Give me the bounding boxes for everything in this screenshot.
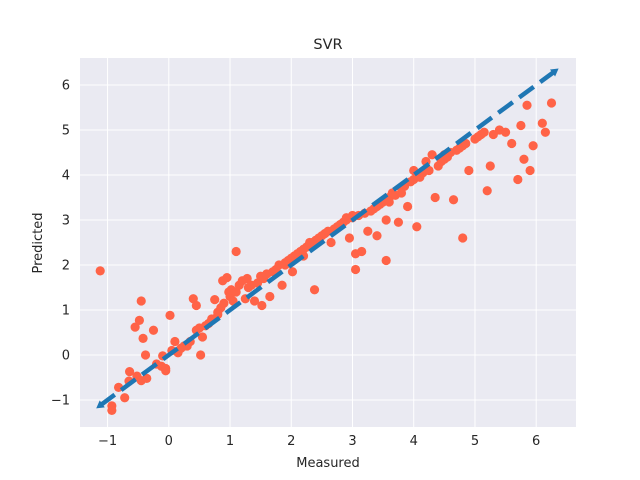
data-point (458, 233, 468, 243)
y-ticks: −1 0 1 2 3 4 5 6 (51, 79, 70, 409)
data-point (142, 373, 152, 383)
x-ticks: −1 0 1 2 3 4 5 6 (98, 434, 540, 449)
data-point (485, 161, 495, 171)
data-point (403, 201, 413, 212)
data-point (519, 154, 529, 164)
chart-title: SVR (313, 37, 342, 53)
x-tick-label: 1 (226, 434, 234, 449)
data-point (95, 266, 105, 276)
data-point (161, 363, 171, 374)
y-tick-label: 4 (62, 169, 70, 184)
data-point (396, 188, 407, 198)
data-point (381, 255, 391, 266)
data-point (125, 367, 135, 377)
data-point (277, 280, 287, 290)
data-point (482, 186, 492, 196)
data-point (357, 246, 367, 257)
x-tick-label: 0 (165, 434, 173, 449)
data-point (528, 141, 538, 151)
data-point (540, 127, 550, 137)
data-point (287, 267, 298, 277)
data-point (136, 296, 146, 306)
data-point (448, 195, 459, 205)
data-point (148, 325, 159, 335)
data-point (522, 100, 532, 110)
data-point (516, 120, 526, 131)
data-point (384, 197, 394, 207)
data-point (430, 192, 440, 203)
data-point (170, 336, 180, 347)
x-tick-label: 6 (532, 434, 540, 449)
data-point (280, 260, 290, 270)
data-point (513, 174, 523, 185)
data-point (479, 127, 489, 137)
y-tick-label: 3 (62, 214, 70, 229)
data-point (249, 296, 260, 306)
y-tick-label: 5 (62, 124, 70, 139)
y-tick-label: 6 (62, 79, 70, 94)
data-point (242, 273, 252, 284)
data-point (341, 213, 351, 223)
data-point (107, 405, 117, 415)
data-point (219, 298, 229, 308)
grid (80, 58, 576, 427)
data-point (138, 333, 148, 343)
data-point (537, 118, 547, 128)
data-point (546, 98, 557, 108)
data-point (381, 215, 391, 225)
reference-lines (96, 68, 559, 409)
x-tick-label: 2 (287, 434, 295, 449)
y-tick-label: 1 (62, 304, 70, 319)
data-point (525, 165, 535, 176)
data-point (191, 300, 201, 311)
data-point (298, 244, 309, 254)
y-tick-label: 2 (62, 259, 70, 274)
data-point (412, 222, 422, 232)
data-point (464, 165, 474, 176)
data-point (210, 295, 220, 305)
data-point (213, 307, 223, 317)
x-axis-label: Measured (296, 456, 360, 471)
line-start-marker (96, 400, 105, 409)
reference-line (98, 69, 556, 408)
y-tick-label: −1 (51, 394, 70, 409)
data-point (257, 300, 267, 311)
data-point (134, 315, 144, 325)
data-point (393, 217, 404, 227)
data-point (196, 350, 206, 360)
data-point (140, 350, 151, 360)
data-point (222, 273, 232, 283)
data-point (363, 226, 373, 236)
data-point (309, 285, 320, 295)
data-point (120, 393, 130, 403)
data-point (262, 269, 272, 279)
y-tick-label: 0 (62, 349, 70, 364)
data-point (197, 332, 208, 342)
x-tick-label: 3 (348, 434, 356, 449)
data-point (350, 264, 361, 275)
data-point (165, 310, 175, 320)
y-axis-label: Predicted (31, 212, 46, 273)
x-tick-label: 5 (471, 434, 479, 449)
data-point (500, 127, 511, 137)
data-point (326, 237, 336, 248)
data-point (344, 233, 355, 243)
data-point (507, 138, 517, 149)
x-tick-label: 4 (410, 434, 418, 449)
data-point (305, 237, 315, 248)
line-end-marker (550, 68, 559, 77)
data-point (265, 291, 275, 302)
data-point (113, 382, 124, 392)
data-point (130, 322, 140, 332)
x-tick-label: −1 (98, 434, 117, 449)
data-point (231, 246, 241, 257)
data-point (372, 231, 382, 241)
